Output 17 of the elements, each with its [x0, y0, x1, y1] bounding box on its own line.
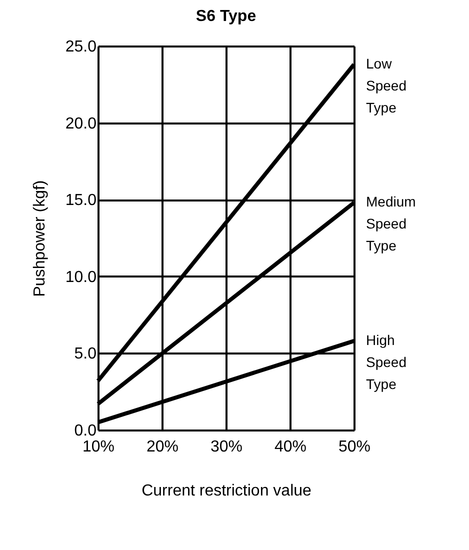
x-tick-label: 40% [274, 438, 307, 456]
y-tick-label: 20.0 [65, 115, 97, 132]
series-label: Low Speed Type [366, 55, 406, 116]
y-tick-label: 15.0 [65, 192, 97, 210]
x-tick-label: 10% [82, 438, 115, 456]
x-tick-label: 30% [210, 438, 243, 456]
y-tick-label: 5.0 [74, 346, 97, 363]
x-tick-label: 50% [338, 438, 371, 456]
chart-title: S6 Type [196, 8, 256, 25]
y-tick-label: 25.0 [65, 38, 97, 56]
x-tick-label: 20% [146, 438, 179, 456]
y-tick-label: 0.0 [74, 422, 97, 440]
series-label: High Speed Type [366, 332, 406, 392]
x-axis-title: Current restriction value [142, 482, 312, 500]
y-axis-title: Pushpower (kgf) [31, 180, 48, 297]
y-tick-label: 10.0 [65, 268, 97, 286]
series-label: Medium Speed Type [366, 194, 416, 254]
